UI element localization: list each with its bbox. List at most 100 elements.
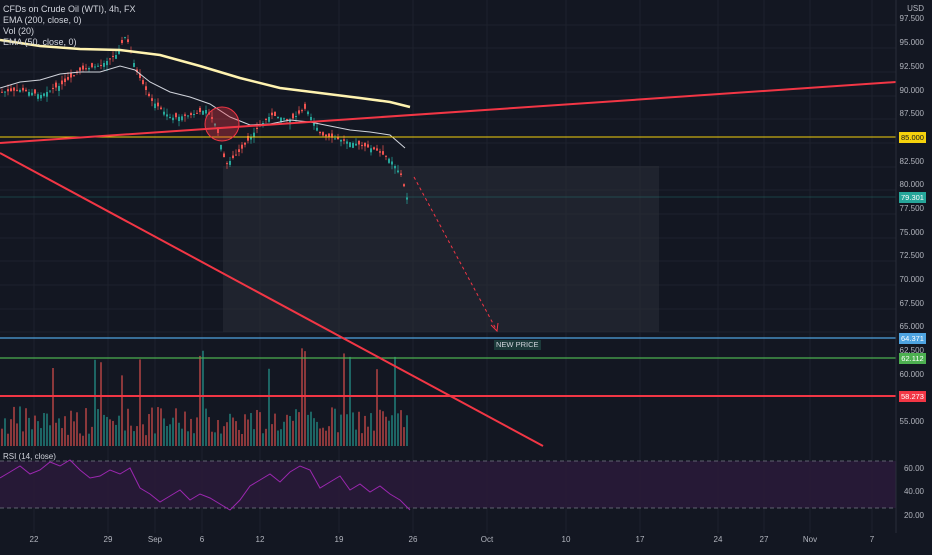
candle-body (229, 161, 231, 165)
price-axis-tick: 97.500 (899, 14, 924, 23)
candle-body (280, 117, 282, 123)
volume-bar (148, 414, 150, 446)
candle-body (271, 112, 273, 116)
volume-bar (166, 425, 168, 446)
candle-body (106, 61, 108, 66)
symbol-title[interactable]: CFDs on Crude Oil (WTI), 4h, FX (3, 4, 136, 14)
candle-body (16, 89, 18, 91)
candle-body (397, 170, 399, 173)
candle-body (184, 114, 186, 116)
volume-bar (313, 418, 315, 446)
date-axis-tick: 6 (199, 535, 205, 544)
volume-bar (4, 418, 6, 446)
candle-body (268, 117, 270, 122)
candle-body (163, 111, 165, 115)
date-axis-tick: 24 (713, 535, 723, 544)
date-axis-tick: 27 (759, 535, 769, 544)
volume-bar (223, 426, 225, 446)
volume-bars (1, 348, 408, 446)
volume-bar (355, 429, 357, 446)
candle-body (1, 91, 3, 93)
volume-bar (70, 410, 72, 446)
candle-body (232, 155, 234, 158)
volume-bar (346, 414, 348, 446)
upper-trendline[interactable] (0, 81, 897, 144)
volume-bar (85, 408, 87, 446)
candle-body (157, 102, 159, 107)
ema50-legend[interactable]: EMA (50, close, 0) (3, 37, 77, 47)
volume-bar (154, 433, 156, 446)
volume-bar (229, 413, 231, 446)
highlight-circle[interactable] (204, 106, 240, 142)
candle-body (367, 144, 369, 148)
volume-bar (367, 426, 369, 446)
volume-bar (316, 421, 318, 446)
candle-body (145, 86, 147, 90)
vol-legend[interactable]: Vol (20) (3, 26, 35, 36)
volume-bar (358, 411, 360, 446)
volume-bar (136, 426, 138, 446)
currency-label: USD (907, 4, 924, 13)
candle-body (406, 197, 408, 200)
candle-body (376, 148, 378, 151)
ema200-line[interactable] (0, 38, 411, 109)
volume-bar (403, 427, 405, 446)
candle-body (34, 89, 36, 94)
projection-arrow[interactable] (413, 176, 497, 330)
volume-bar (178, 422, 180, 446)
volume-bar (115, 424, 117, 446)
volume-bar (199, 355, 201, 446)
volume-bar (124, 430, 126, 446)
volume-bar (94, 359, 96, 446)
candle-body (337, 136, 339, 140)
volume-bar (385, 416, 387, 446)
candle-body (358, 140, 360, 145)
candle-body (22, 87, 24, 91)
volume-bar (295, 409, 297, 446)
candle-body (316, 127, 318, 131)
ema50-line[interactable] (0, 65, 406, 149)
candle-body (49, 90, 51, 92)
volume-bar (268, 368, 270, 446)
candle-body (154, 103, 156, 109)
candle-body (223, 153, 225, 157)
volume-bar (217, 420, 219, 446)
date-axis-tick: 29 (103, 535, 113, 544)
volume-bar (52, 367, 54, 446)
volume-bar (169, 424, 171, 446)
lower-trendline[interactable] (0, 152, 544, 447)
rsi-legend[interactable]: RSI (14, close) (3, 452, 56, 461)
candle-body (133, 63, 135, 67)
candle-body (373, 147, 375, 150)
candle-body (103, 63, 105, 67)
volume-bar (394, 356, 396, 446)
candle-body (187, 115, 189, 117)
volume-bar (205, 408, 207, 446)
price-axis-tick: 65.000 (899, 322, 924, 331)
volume-bar (196, 417, 198, 446)
projection-box[interactable] (223, 166, 659, 332)
candle-body (97, 65, 99, 67)
candle-body (319, 131, 321, 134)
candle-body (253, 132, 255, 138)
price-axis-tick: 55.000 (899, 417, 924, 426)
volume-bar (61, 428, 63, 446)
ema200-legend[interactable]: EMA (200, close, 0) (3, 15, 82, 25)
volume-bar (262, 433, 264, 446)
volume-bar (238, 429, 240, 446)
candle-body (388, 158, 390, 163)
price-axis-tick: 80.000 (899, 180, 924, 189)
candle-body (292, 113, 294, 119)
candle-body (211, 116, 213, 119)
candle-body (88, 68, 90, 70)
volume-bar (292, 420, 294, 446)
new-price-label[interactable]: NEW PRICE (494, 340, 541, 350)
volume-bar (286, 414, 288, 446)
candle-body (226, 163, 228, 165)
green-level-tag: 62.112 (899, 353, 926, 364)
volume-bar (118, 415, 120, 446)
candle-body (334, 138, 336, 140)
rsi-line[interactable] (0, 459, 411, 511)
